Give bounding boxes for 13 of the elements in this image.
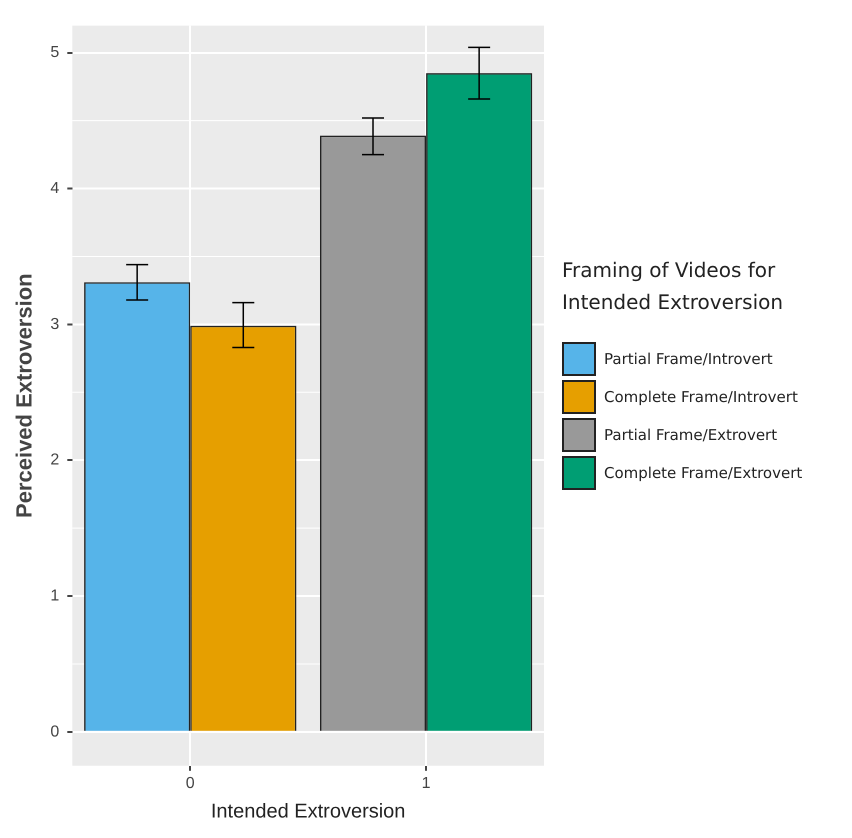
- y-tick-label: 3: [50, 316, 60, 333]
- x-axis-title: Intended Extroversion: [210, 800, 406, 823]
- y-tick-label: 4: [50, 180, 60, 197]
- y-tick-label: 1: [50, 587, 60, 604]
- legend-title: Framing of Videos for Intended Extroversion: [562, 257, 784, 316]
- legend-label: Complete Frame/Extrovert: [604, 464, 802, 482]
- legend-label: Partial Frame/Extrovert: [604, 426, 778, 444]
- y-tick-label: 0: [50, 723, 60, 740]
- y-tick-label: 2: [50, 452, 60, 469]
- y-tick-label: 5: [50, 44, 60, 62]
- legend-label: Complete Frame/Introvert: [604, 388, 798, 406]
- legend-label: Partial Frame/Introvert: [604, 350, 773, 368]
- y-axis-title: Perceived Extroversion: [11, 273, 36, 518]
